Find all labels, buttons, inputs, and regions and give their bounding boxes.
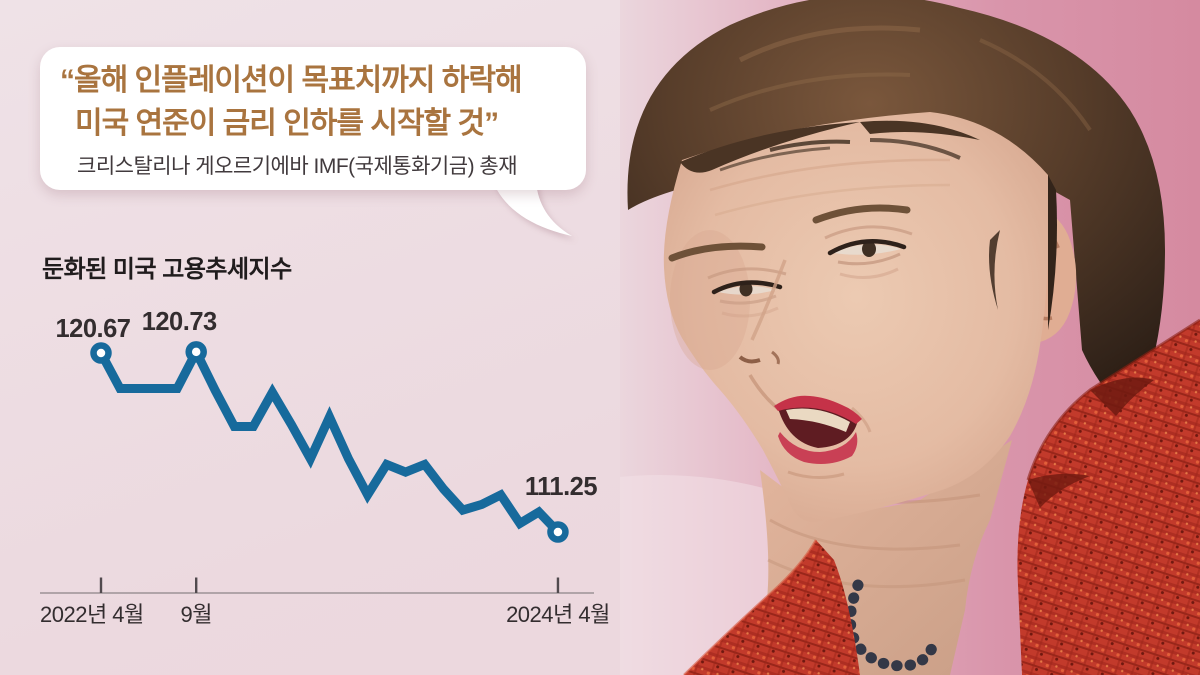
face-features: [668, 204, 913, 479]
lower-lip: [778, 432, 858, 464]
speech-bubble: “올해 인플레이션이 목표치까지 하락해 미국 연준이 금리 인하를 시작할 것…: [40, 47, 586, 190]
x-axis-label: 2024년 4월: [506, 602, 610, 627]
eyebrow-left: [668, 242, 766, 262]
jacket-right-collar: [1017, 320, 1200, 675]
chart-marker: [185, 341, 207, 363]
chart-marker: [90, 342, 112, 364]
chart-line: [97, 341, 562, 536]
portrait-kristalina-georgieva: [620, 0, 1200, 675]
eyebrow-right: [812, 204, 911, 224]
jacket: [683, 318, 1200, 675]
jacket-left-lapel: [684, 540, 860, 675]
chart-marker: [547, 521, 569, 543]
chart-data-label: 111.25: [525, 473, 597, 501]
eye-right: [862, 241, 876, 257]
quote-line: 미국 연준이 금리 인하를 시작할 것”: [75, 107, 499, 140]
x-axis-label: 9월: [180, 602, 211, 627]
quote-text: “올해 인플레이션이 목표치까지 하락해 미국 연준이 금리 인하를 시작할 것…: [60, 59, 570, 145]
quote-attribution: 크리스탈리나 게오르기에바 IMF(국제통화기금) 총재: [77, 155, 518, 178]
hair-fringe: [680, 120, 980, 173]
hair: [627, 0, 1165, 430]
speech-bubble-tail: [493, 182, 572, 236]
quote-line: “올해 인플레이션이 목표치까지 하락해: [60, 64, 523, 97]
upper-lip: [774, 395, 862, 424]
face: [663, 112, 1057, 523]
necklace: [845, 579, 938, 672]
x-axis-label: 2022년 4월: [40, 602, 144, 627]
chart-data-label: 120.73: [142, 308, 217, 336]
mouth: [774, 395, 862, 464]
chart-data-label: 120.67: [56, 315, 131, 343]
employment-trend-chart: 2022년 4월 9월 2024년 4월 120.67 120.73 111.25: [40, 308, 610, 627]
nose: [750, 259, 787, 341]
chart-title: 둔화된 미국 고용추세지수: [42, 256, 292, 283]
